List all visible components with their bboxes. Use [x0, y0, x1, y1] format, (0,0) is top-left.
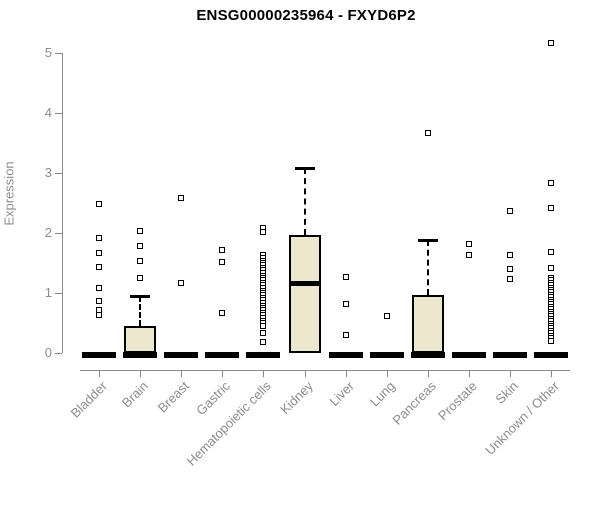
y-axis-tick — [55, 113, 62, 114]
outlier-point — [507, 275, 513, 282]
outlier-point — [96, 311, 102, 318]
x-axis-tick — [304, 370, 306, 377]
median-zero-bar — [164, 352, 199, 358]
y-axis-tick — [55, 233, 62, 234]
outlier-point — [465, 251, 472, 258]
x-category-label: Lung — [366, 378, 398, 410]
x-axis-tick — [551, 370, 553, 377]
x-axis-tick — [263, 370, 265, 377]
median-zero-bar — [410, 352, 445, 358]
x-axis-tick — [99, 370, 100, 377]
outlier-point — [96, 284, 102, 291]
x-axis-tick — [222, 370, 224, 377]
whisker-line — [303, 168, 306, 236]
outlier-point — [342, 273, 349, 280]
outlier-point — [548, 338, 555, 344]
outlier-point — [137, 275, 144, 281]
median-zero-bar — [82, 352, 116, 358]
box-iqr — [411, 294, 444, 353]
outlier-point — [260, 330, 267, 337]
outlier-point — [424, 130, 431, 137]
whisker-line — [426, 240, 429, 295]
outlier-point — [96, 263, 102, 270]
outlier-point — [137, 242, 144, 249]
x-axis-line — [80, 370, 570, 371]
plot-area: 0 1 2 3 4 5 Bladder Brain Breast Gastric Hematopoi… — [44, 39, 570, 469]
outlier-point — [178, 279, 185, 286]
x-axis-tick — [510, 370, 511, 377]
x-axis-tick — [181, 370, 183, 377]
median-zero-bar — [451, 352, 486, 358]
outlier-point — [465, 241, 472, 248]
x-category-label: Pancreas — [389, 378, 439, 428]
outlier-point — [507, 266, 513, 272]
outlier-point — [96, 201, 102, 208]
y-tick-label: 3 — [44, 165, 52, 180]
x-axis-tick — [427, 370, 429, 377]
outlier-point — [507, 207, 513, 214]
outlier-point — [219, 247, 226, 254]
box-iqr — [124, 326, 157, 353]
x-axis-tick — [345, 370, 347, 377]
median-zero-bar — [534, 352, 569, 358]
y-tick-label: 2 — [44, 225, 52, 240]
outlier-point — [260, 323, 267, 329]
y-tick-label: 1 — [44, 285, 52, 300]
y-tick-label: 5 — [44, 45, 52, 60]
y-axis-tick — [55, 353, 62, 354]
chart-title: ENSG00000235964 - FXYD6P2 — [196, 7, 416, 24]
outlier-point — [548, 264, 555, 271]
median-line — [288, 280, 321, 286]
x-category-label: Unknown / Other — [482, 378, 562, 458]
whisker-cap — [417, 239, 438, 243]
y-axis-tick — [55, 53, 62, 54]
outlier-point — [219, 309, 226, 316]
outlier-point — [96, 234, 102, 241]
outlier-point — [137, 257, 144, 264]
x-axis-tick — [140, 370, 142, 377]
whisker-line — [139, 296, 142, 326]
y-axis-line — [62, 53, 63, 353]
median-zero-bar — [493, 352, 527, 358]
y-axis-tick — [55, 293, 62, 294]
y-tick-label: 0 — [44, 345, 52, 360]
y-axis-tick — [55, 173, 62, 174]
outlier-point — [260, 339, 267, 346]
whisker-cap — [294, 167, 315, 171]
outlier-point — [219, 259, 226, 266]
x-axis-tick — [468, 370, 470, 377]
outlier-point — [548, 179, 555, 186]
outlier-point — [342, 332, 349, 338]
median-zero-bar — [123, 352, 158, 358]
outlier-point — [260, 228, 267, 235]
outlier-point — [96, 250, 102, 257]
outlier-point — [178, 194, 185, 201]
median-zero-bar — [369, 352, 404, 358]
outlier-point — [96, 297, 102, 304]
outlier-point — [548, 204, 555, 211]
outlier-point — [342, 300, 349, 307]
median-zero-bar — [328, 352, 363, 358]
median-zero-bar — [246, 352, 281, 358]
outlier-point — [548, 39, 555, 46]
y-tick-label: 4 — [44, 105, 52, 120]
outlier-point — [548, 248, 555, 255]
outlier-point — [383, 312, 390, 319]
outlier-point — [137, 227, 144, 234]
outlier-point — [507, 251, 513, 258]
x-axis-tick — [386, 370, 388, 377]
median-zero-bar — [205, 352, 240, 358]
whisker-cap — [130, 295, 151, 298]
box-iqr — [288, 235, 321, 353]
